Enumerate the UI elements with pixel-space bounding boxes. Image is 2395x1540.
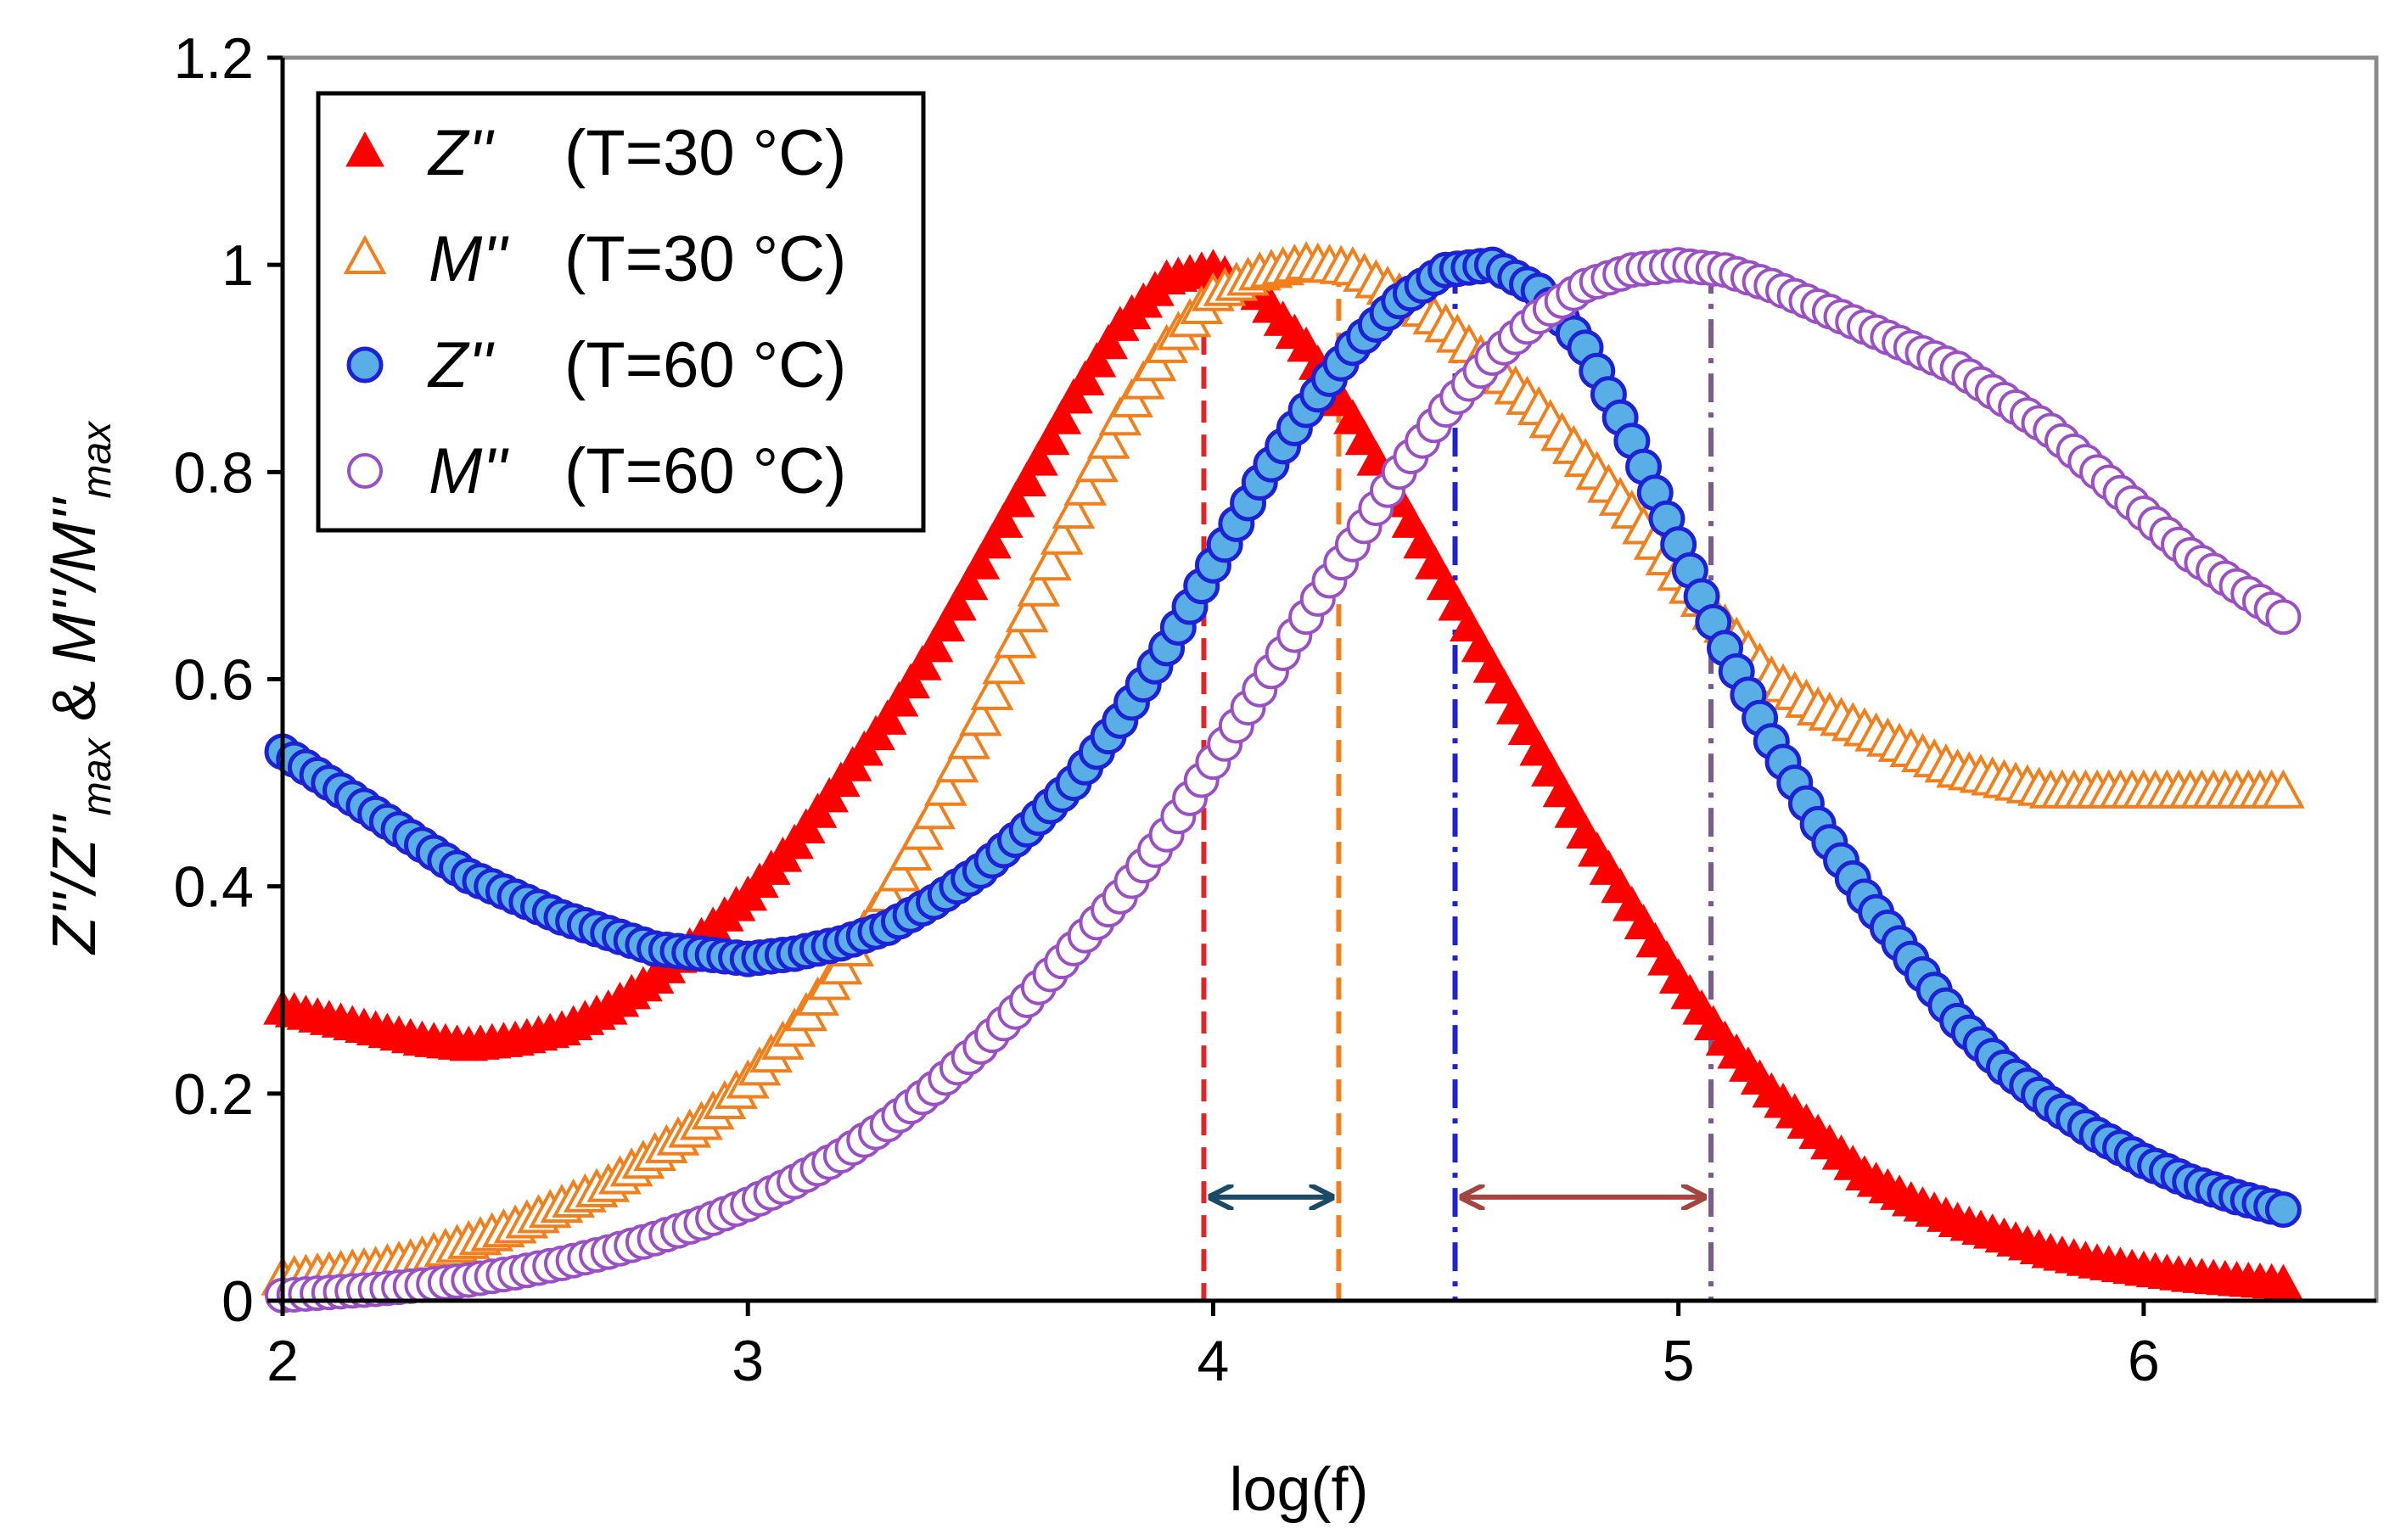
data-point: [2261, 769, 2305, 809]
data-point: [1075, 443, 1119, 483]
legend-marker: [346, 346, 384, 384]
data-point: [961, 544, 1001, 580]
data-point: [889, 831, 933, 871]
data-point: [1040, 515, 1084, 555]
data-point: [994, 619, 1037, 658]
data-point: [1005, 593, 1049, 633]
data-point: [935, 743, 979, 783]
data-point: [1029, 541, 1072, 581]
data-point: [1017, 567, 1061, 607]
legend-symbol: M'': [429, 223, 509, 295]
legend-condition: (T=60 °C): [564, 435, 846, 507]
data-point: [1065, 360, 1105, 396]
legend-marker: [347, 453, 383, 489]
data-point: [2265, 599, 2302, 636]
legend-condition: (T=60 °C): [564, 329, 846, 401]
data-point: [984, 502, 1024, 538]
legend-entry: M'' (T=60 °C): [347, 435, 846, 507]
data-point: [891, 663, 930, 699]
data-point: [879, 680, 919, 717]
data-point: [1054, 378, 1093, 414]
data-point: [1007, 461, 1047, 497]
data-point: [902, 645, 942, 680]
x-tick-label: 3: [732, 1329, 764, 1393]
data-point: [982, 645, 1026, 685]
legend-marker: [345, 131, 384, 167]
data-point: [1042, 399, 1082, 434]
legend-marker: [343, 234, 387, 274]
series-z-t-60-c: [264, 246, 2302, 1229]
y-tick-label: 0: [222, 1269, 254, 1334]
data-point: [949, 564, 989, 601]
data-point: [1063, 466, 1108, 506]
data-point: [973, 523, 1012, 559]
y-tick-label: 1: [222, 233, 254, 298]
series-z-t-30-c: [263, 249, 2303, 1300]
data-point: [970, 670, 1014, 710]
y-axis-title: Z''/Z''max & M''/M''max: [41, 420, 120, 955]
data-point: [938, 585, 977, 621]
data-point: [1030, 419, 1070, 456]
legend-entry: M'' (T=30 °C): [343, 223, 846, 295]
legend-symbol: Z'': [427, 117, 495, 189]
x-tick-label: 5: [1663, 1329, 1695, 1393]
y-tick-label: 1.2: [173, 26, 254, 91]
data-point: [1019, 440, 1058, 476]
x-axis-title: log(f): [1229, 1456, 1368, 1524]
data-point: [2264, 1191, 2302, 1229]
data-point: [1089, 323, 1128, 360]
data-point: [923, 766, 968, 806]
legend-entry: Z'' (T=30 °C): [345, 117, 846, 189]
series-layer: [261, 241, 2305, 1313]
data-point: [914, 626, 954, 663]
legend-box: [316, 91, 926, 533]
legend: Z'' (T=30 °C) M'' (T=30 °C) Z'' (T=60 °C) M'' (…: [316, 91, 926, 533]
y-tick-label: 0.4: [173, 855, 254, 920]
x-tick-label: 6: [2128, 1329, 2160, 1393]
legend-entry: Z'' (T=60 °C): [346, 329, 846, 401]
legend-condition: (T=30 °C): [564, 117, 846, 189]
data-point: [900, 810, 945, 850]
data-point: [912, 790, 956, 830]
y-tick-label: 0.6: [173, 648, 254, 713]
legend-symbol: Z'': [427, 329, 495, 401]
data-point: [926, 606, 966, 641]
y-tick-label: 0.8: [173, 440, 254, 505]
data-point: [867, 699, 907, 735]
data-point: [878, 852, 921, 892]
legend-condition: (T=30 °C): [564, 223, 846, 295]
series-m-t-60-c: [265, 247, 2302, 1313]
data-point: [1086, 419, 1130, 459]
y-tick-label: 0.2: [173, 1062, 254, 1127]
data-point: [1077, 342, 1117, 378]
legend-symbol: M'': [429, 435, 509, 507]
data-point: [1052, 490, 1096, 529]
x-tick-label: 2: [266, 1329, 299, 1393]
x-tick-label: 4: [1198, 1329, 1230, 1393]
data-point: [958, 697, 1002, 736]
data-point: [947, 720, 991, 759]
axes-layer: 0 0.2 0.4 0.6 0.8 1 1.2 2 3 4 5 6 log(f) Z''/Z''max &…: [41, 26, 2376, 1524]
data-point: [996, 481, 1035, 518]
